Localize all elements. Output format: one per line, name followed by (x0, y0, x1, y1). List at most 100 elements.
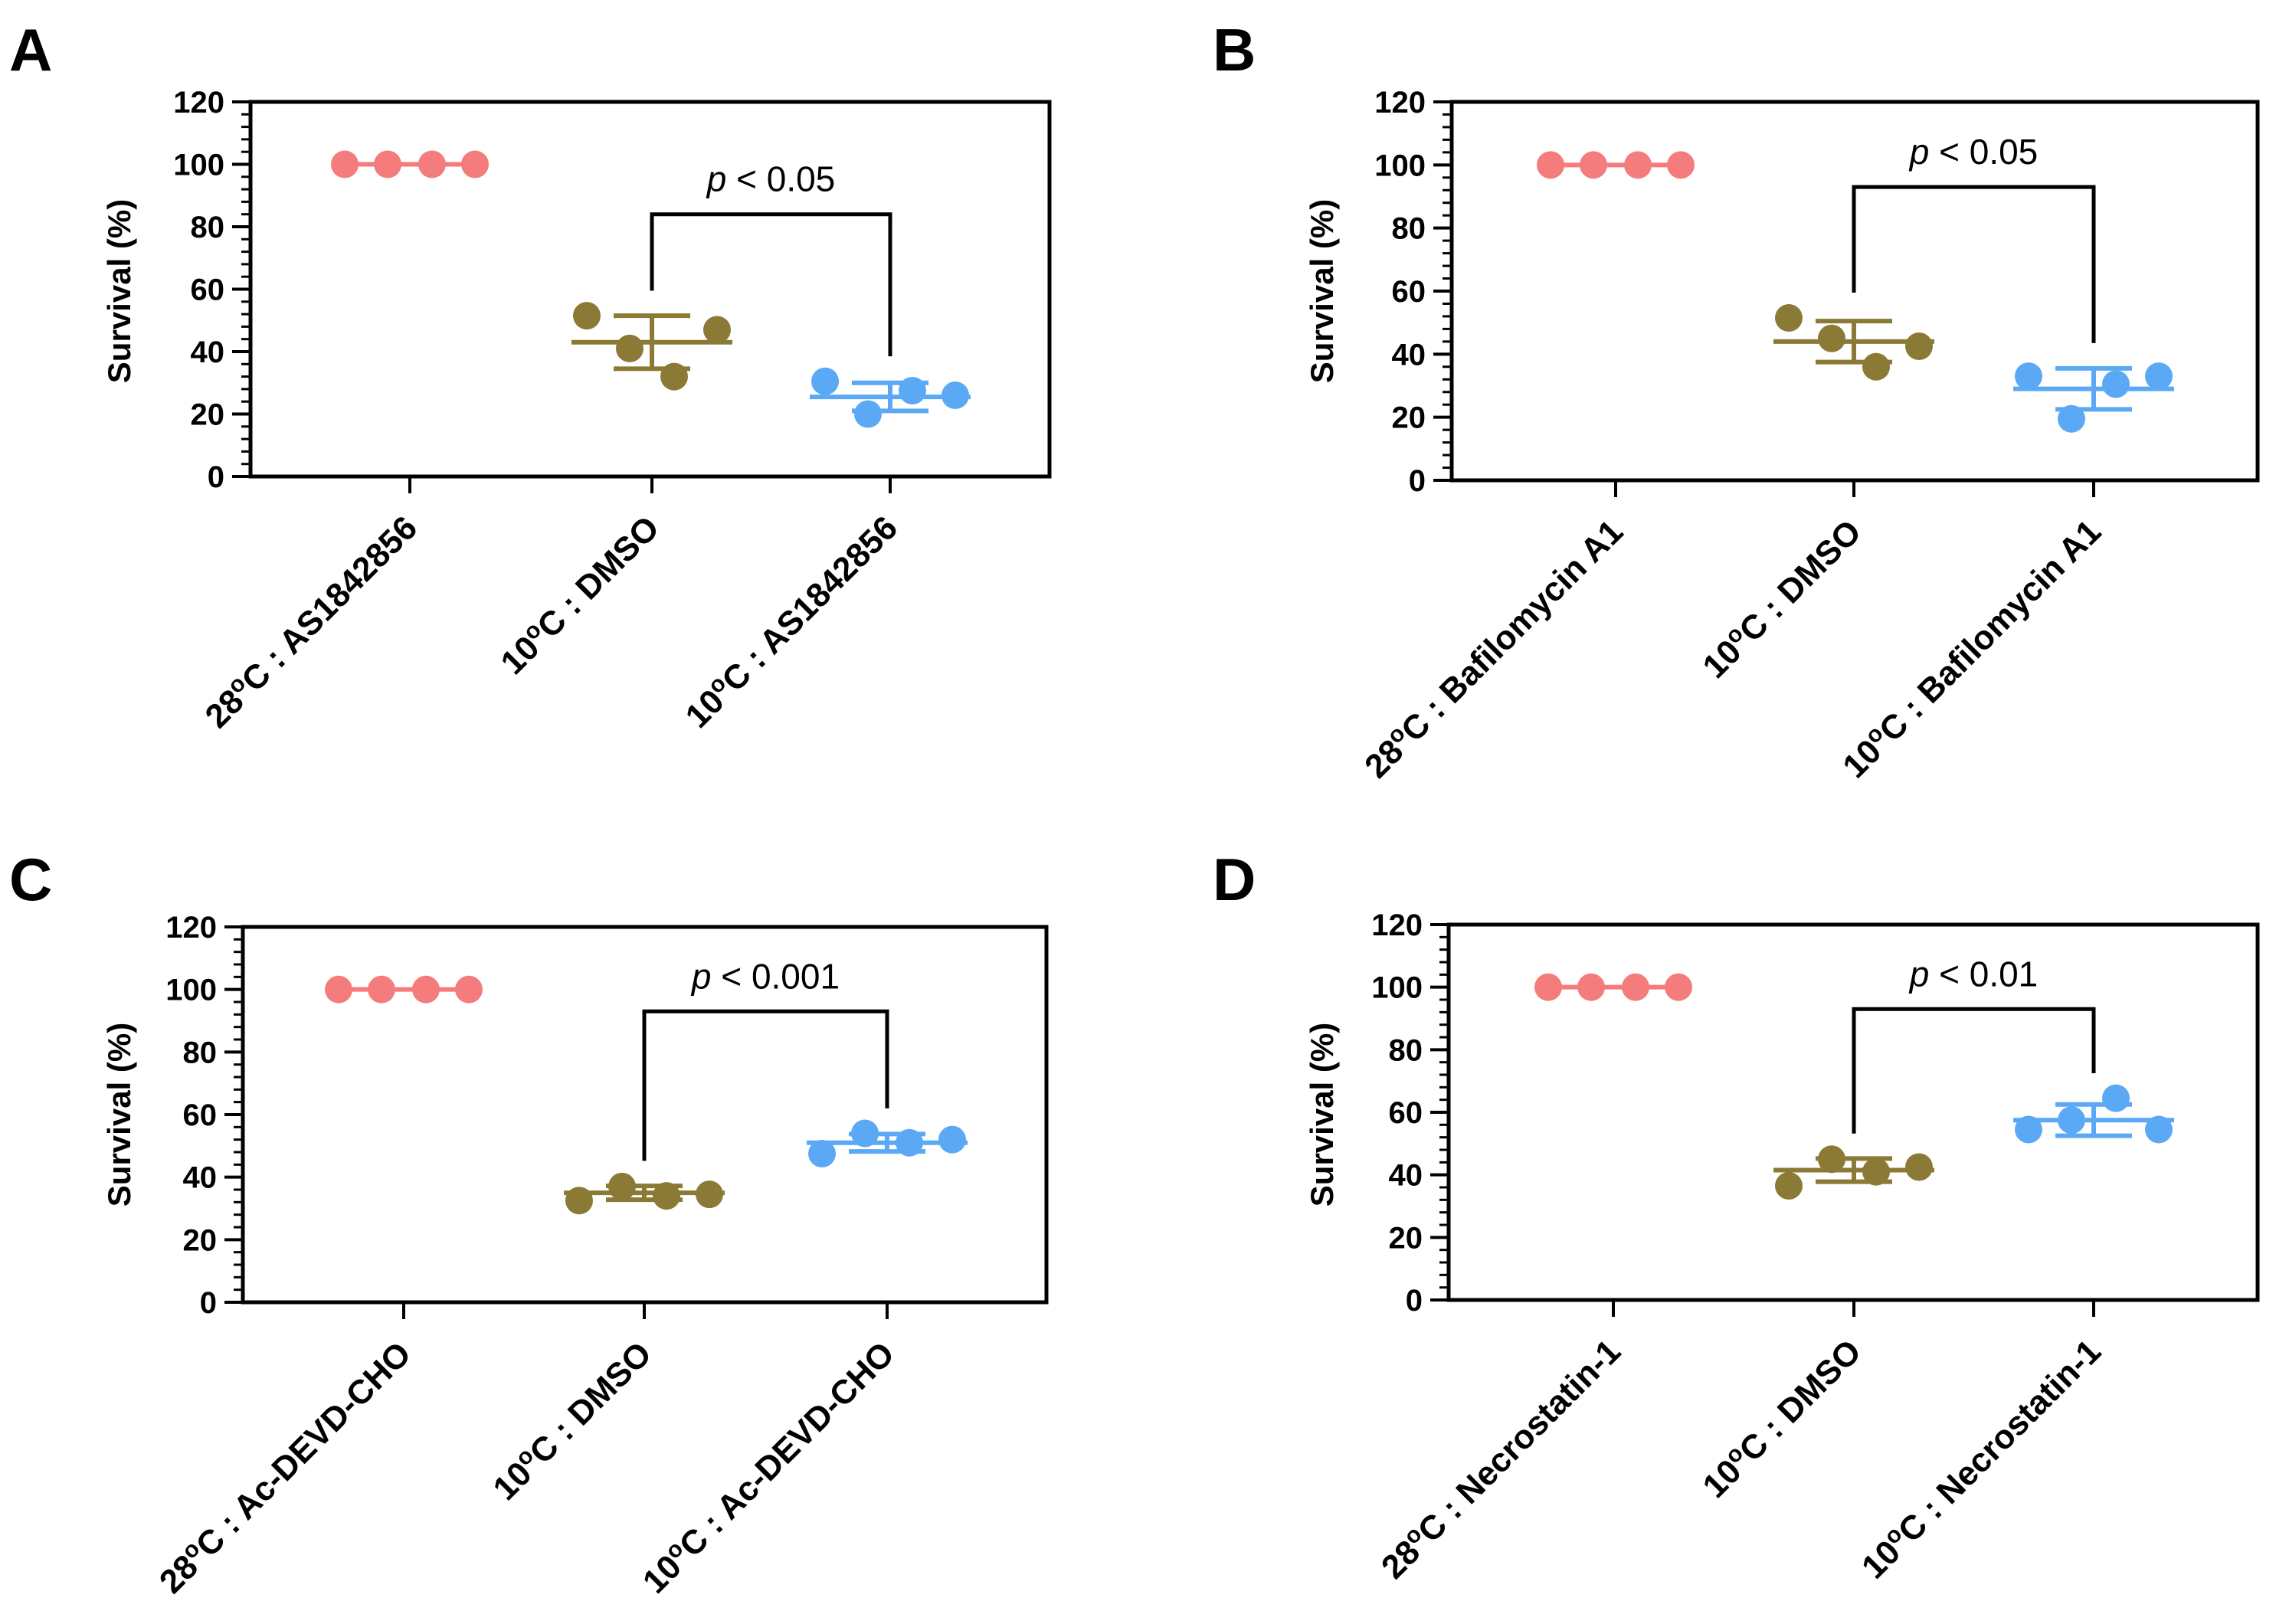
panel-letter: D (1213, 846, 1256, 913)
significance-bracket (1852, 185, 2096, 343)
x-category-label: 10oC : Ac-DEVD-CHO (634, 1333, 902, 1600)
y-tick-label: 40 (1389, 1159, 1423, 1193)
data-point (896, 1128, 923, 1157)
y-axis-title: Survival (%) (101, 199, 137, 383)
x-category-label: 10oC : AS1842856 (676, 507, 905, 735)
category-treatment: C : Necrostatin-1 (1891, 1332, 2108, 1550)
y-tick-label: 100 (173, 149, 224, 182)
data-point (325, 975, 352, 1004)
data-point (854, 400, 882, 428)
data-point (1580, 151, 1607, 179)
x-category-label: 28oC : Ac-DEVD-CHO (151, 1333, 418, 1600)
y-tick-label: 120 (173, 86, 224, 120)
data-point (1862, 352, 1890, 381)
y-tick-label: 120 (165, 911, 217, 945)
data-point (1862, 1157, 1890, 1186)
data-point (2015, 1115, 2042, 1144)
data-point (703, 316, 731, 344)
x-category-label: 28oC : Necrostatin-1 (1373, 1331, 1628, 1586)
p-threshold: < 0.001 (712, 956, 840, 996)
category-treatment: C : AS1842856 (234, 509, 424, 699)
data-point (1775, 303, 1803, 332)
y-axis-title: Survival (%) (1304, 199, 1340, 383)
category-treatment: C : Bafilomycin A1 (1394, 512, 1630, 748)
panel-letter: A (9, 16, 52, 83)
data-point (2058, 404, 2085, 433)
data-point (1667, 151, 1695, 179)
data-point (455, 975, 483, 1004)
panel-d: D 0 20 40 60 80 100 120 Survival (%) 28oC : Necro… (1213, 846, 2260, 1586)
y-tick-label: 40 (1392, 338, 1426, 372)
category-treatment: C : Ac-DEVD-CHO (672, 1334, 902, 1564)
category-treatment: C : DMSO (1732, 1332, 1868, 1468)
data-point (1624, 151, 1652, 179)
data-point (616, 334, 644, 362)
y-tick-label: 40 (183, 1161, 218, 1195)
data-point (1905, 1153, 1933, 1181)
p-symbol: p (706, 159, 727, 199)
y-tick-label: 20 (183, 1223, 218, 1257)
y-tick-label: 60 (183, 1098, 218, 1132)
p-threshold: < 0.01 (1929, 954, 2038, 994)
category-treatment: C : DMSO (1732, 512, 1868, 649)
data-point (1665, 973, 1692, 1001)
y-tick-label: 0 (1409, 464, 1426, 498)
data-point (412, 975, 440, 1004)
p-symbol: p (690, 956, 712, 996)
data-point (2058, 1106, 2085, 1135)
data-point (1577, 973, 1605, 1001)
data-point (1775, 1171, 1803, 1200)
y-tick-label: 20 (191, 398, 225, 432)
data-point (2145, 362, 2173, 391)
category-treatment: C : Ac-DEVD-CHO (188, 1334, 418, 1564)
y-tick-label: 0 (200, 1286, 217, 1320)
category-treatment: C : DMSO (530, 509, 666, 645)
data-point (461, 150, 489, 178)
y-tick-label: 80 (1392, 212, 1426, 246)
y-tick-label: 100 (165, 974, 217, 1007)
data-point (660, 362, 688, 391)
y-tick-label: 60 (1392, 275, 1426, 309)
x-category-label: 10oC : DMSO (492, 507, 666, 682)
y-tick-label: 80 (1389, 1033, 1423, 1067)
x-category-label: 10oC : DMSO (1694, 1331, 1868, 1505)
y-tick-label: 100 (1371, 971, 1423, 1005)
data-point (2102, 1084, 2130, 1112)
y-axis-title: Survival (%) (1304, 1023, 1340, 1207)
x-category-label: 28oC : Bafilomycin A1 (1356, 511, 1630, 785)
data-point (374, 150, 401, 178)
y-tick-label: 0 (208, 460, 224, 494)
p-value-label: p < 0.01 (1908, 954, 2039, 994)
y-tick-label: 40 (191, 336, 225, 369)
y-tick-label: 120 (1371, 909, 1423, 942)
x-category-label: 10oC : DMSO (484, 1333, 659, 1508)
y-tick-label: 80 (183, 1036, 218, 1069)
data-point (811, 367, 839, 395)
category-treatment: C : AS1842856 (715, 509, 905, 699)
panel-letter: B (1213, 16, 1256, 83)
data-point (696, 1180, 723, 1209)
panel-a: A 0 20 40 60 80 100 120 Survival (%) 28oC : AS184… (9, 16, 1052, 735)
category-treatment: C : Necrostatin-1 (1410, 1332, 1628, 1550)
data-point (1905, 332, 1933, 361)
data-point (653, 1182, 680, 1210)
y-tick-label: 120 (1374, 86, 1426, 120)
panel-letter: C (9, 846, 52, 913)
data-point (938, 1125, 966, 1154)
data-point (368, 975, 395, 1004)
data-point (573, 302, 601, 330)
category-treatment: C : Bafilomycin A1 (1872, 512, 2108, 748)
y-axis-title: Survival (%) (101, 1023, 137, 1207)
data-point (2102, 370, 2130, 398)
y-tick-label: 100 (1374, 149, 1426, 182)
x-category-label: 10oC : Necrostatin-1 (1853, 1331, 2108, 1586)
panel-c: C 0 20 40 60 80 100 120 Survival (%) 28oC : Ac-DE… (9, 846, 1049, 1601)
data-point (808, 1140, 836, 1168)
data-point (851, 1119, 879, 1148)
data-point (899, 376, 926, 404)
p-value-label: p < 0.05 (706, 159, 836, 199)
data-point (331, 150, 359, 178)
y-tick-label: 60 (1389, 1096, 1423, 1130)
data-point (608, 1172, 636, 1200)
significance-bracket (650, 212, 892, 357)
